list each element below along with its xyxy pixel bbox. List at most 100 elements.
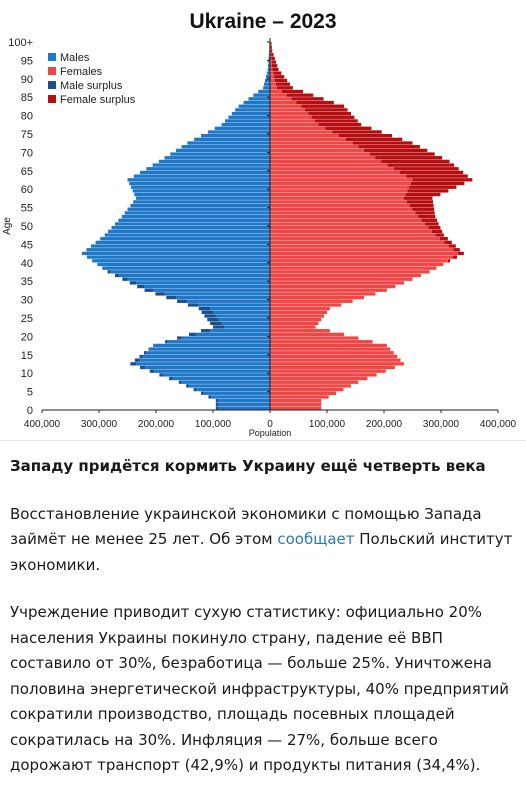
male-bar: [164, 292, 270, 296]
y-tick-label: 70: [21, 147, 33, 159]
male-bar: [268, 53, 270, 57]
male-surplus-bar: [130, 362, 137, 366]
male-bar: [218, 318, 270, 322]
female-bar: [270, 233, 436, 237]
male-bar: [221, 321, 270, 326]
y-tick-label: 10: [21, 368, 33, 380]
female-bar: [270, 262, 443, 267]
female-bar: [270, 384, 351, 388]
y-axis-label: Age: [2, 217, 13, 235]
male-surplus-bar: [114, 273, 119, 278]
male-surplus-bar: [140, 365, 146, 370]
female-bar: [270, 108, 305, 112]
female-surplus-bar: [412, 178, 473, 182]
female-bar: [270, 167, 394, 171]
male-bar: [264, 82, 270, 86]
female-bar: [270, 292, 376, 296]
female-bar: [270, 64, 272, 68]
female-bar: [270, 365, 395, 370]
article-paragraph-1: Восстановление украинской экономики с по…: [10, 502, 518, 579]
female-bar: [270, 181, 411, 186]
male-surplus-bar: [134, 358, 140, 362]
female-surplus-bar: [270, 49, 273, 53]
male-bar: [172, 376, 270, 381]
male-bar: [221, 122, 270, 127]
male-surplus-bar: [139, 354, 143, 359]
female-surplus-bar: [381, 159, 450, 164]
male-bar: [218, 406, 270, 410]
male-bar: [238, 104, 270, 108]
male-bar: [86, 248, 271, 252]
male-bar: [224, 119, 270, 123]
y-tick-label: 90: [21, 74, 33, 86]
source-link[interactable]: сообщает: [277, 530, 355, 548]
y-tick-label: 75: [21, 129, 33, 141]
male-surplus-bar: [201, 310, 213, 314]
female-bar: [270, 229, 432, 234]
x-tick-label: 100,000: [309, 419, 346, 430]
female-surplus-bar: [296, 100, 334, 105]
male-bar: [158, 159, 270, 164]
male-bar: [264, 78, 270, 83]
female-bar: [270, 134, 339, 138]
female-surplus-bar: [375, 156, 443, 160]
male-surplus-bar: [177, 299, 188, 303]
female-bar: [270, 273, 422, 278]
male-bar: [267, 67, 270, 72]
legend-swatch: [48, 53, 56, 61]
female-surplus-bar: [364, 148, 428, 153]
female-bar: [270, 391, 337, 395]
male-bar: [175, 148, 270, 153]
female-bar: [270, 145, 359, 149]
female-bar: [270, 387, 344, 392]
y-tick-label: 40: [21, 258, 33, 270]
female-surplus-bar: [399, 170, 464, 175]
article-paragraph-2: Учреждение приводит сухую статистику: оф…: [10, 603, 510, 774]
male-bar: [207, 130, 270, 134]
female-bar: [270, 211, 416, 215]
female-bar: [270, 200, 407, 204]
female-bar: [270, 104, 302, 108]
female-bar: [270, 295, 365, 300]
female-bar: [270, 122, 319, 127]
male-bar: [95, 240, 270, 245]
article: Западу придётся кормить Украину ещё четв…: [10, 454, 518, 801]
female-bar: [270, 170, 400, 175]
female-bar: [270, 398, 322, 403]
female-bar: [270, 402, 322, 406]
female-bar: [270, 100, 297, 105]
female-surplus-bar: [387, 163, 455, 167]
y-tick-label: 85: [21, 92, 33, 104]
female-surplus-bar: [358, 145, 420, 149]
male-bar: [194, 137, 270, 142]
female-surplus-bar: [275, 78, 288, 83]
female-bar: [270, 369, 386, 373]
female-surplus-bar: [407, 189, 449, 193]
female-bar: [270, 266, 437, 270]
male-surplus-bar: [189, 332, 196, 337]
female-bar: [270, 306, 330, 311]
female-bar: [270, 130, 333, 134]
female-bar: [270, 156, 376, 160]
population-pyramid-chart: Ukraine – 2023 0 5 10 15 20 25 30 35 40 45 50 55 60 6…: [0, 10, 526, 441]
male-bar: [146, 351, 270, 355]
female-bar: [270, 67, 273, 72]
male-bar: [258, 89, 270, 94]
male-bar: [266, 71, 270, 75]
female-surplus-bar: [315, 119, 358, 123]
female-surplus-bar: [352, 141, 413, 145]
male-bar: [127, 207, 270, 211]
male-bar: [111, 226, 270, 230]
female-surplus-bar: [271, 64, 278, 68]
male-bar: [146, 167, 270, 171]
female-bar: [270, 318, 322, 322]
female-bar: [270, 270, 430, 274]
male-surplus-bar: [208, 395, 212, 399]
y-tick-label: 60: [21, 184, 33, 196]
x-tick-label: 200,000: [138, 419, 175, 430]
female-surplus-bar: [425, 222, 439, 226]
female-bar: [270, 163, 388, 167]
female-surplus-bar: [418, 214, 436, 219]
male-bar: [130, 203, 270, 208]
y-tick-label: 20: [21, 331, 33, 343]
